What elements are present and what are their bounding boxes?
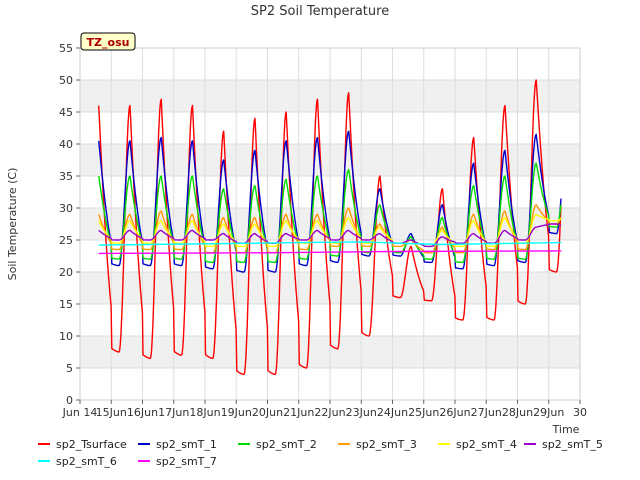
x-tick-label: 24Jun [377,406,408,419]
legend-label: sp2_smT_5 [542,437,603,451]
legend-swatch [38,443,50,445]
x-tick-label: 16Jun [127,406,158,419]
y-tick-label: 35 [59,170,73,183]
legend-swatch [138,443,150,445]
x-tick-label: 30 [573,406,587,419]
x-tick-label: 27Jun [471,406,502,419]
x-tick-label: 28Jun [502,406,533,419]
legend-item-sp2_smT_6: sp2_smT_6 [38,453,117,469]
legend-item-sp2_smT_2: sp2_smT_2 [238,436,317,452]
legend-item-sp2_smT_1: sp2_smT_1 [138,436,217,452]
legend-label: sp2_smT_6 [56,454,117,468]
legend-label: sp2_smT_3 [356,437,417,451]
legend-label: sp2_smT_4 [456,437,517,451]
x-tick-label: Jun 14 [62,406,98,419]
annotation-label: TZ_osu [87,36,130,49]
legend-label: sp2_smT_2 [256,437,317,451]
series-line-sp2_smT_7 [98,250,562,255]
x-tick-label: 25Jun [408,406,439,419]
legend-label: sp2_smT_1 [156,437,217,451]
y-tick-label: 25 [59,234,73,247]
y-tick-label: 55 [59,42,73,55]
y-tick-label: 0 [66,394,73,407]
y-tick-label: 40 [59,138,73,151]
x-axis-label: Time [552,423,580,436]
legend-swatch [38,460,50,462]
y-tick-label: 15 [59,298,73,311]
legend-item-sp2_smT_4: sp2_smT_4 [438,436,517,452]
x-tick-label: 17Jun [158,406,189,419]
x-tick-label: 26Jun [439,406,470,419]
legend: sp2_Tsurface sp2_smT_1 sp2_smT_2 sp2_smT_3 s… [0,432,640,476]
legend-swatch [524,443,536,445]
series-line-sp2_Tsurface [98,79,562,376]
y-tick-label: 30 [59,202,73,215]
y-tick-label: 20 [59,266,73,279]
x-tick-label: 15Jun [96,406,127,419]
legend-swatch [138,460,150,462]
y-tick-label: 45 [59,106,73,119]
y-axis-ticks: 0 5 10 15 20 25 30 35 40 45 50 55 [59,42,80,407]
x-tick-label: 22Jun [314,406,345,419]
y-tick-label: 5 [66,362,73,375]
legend-item-sp2_smT_7: sp2_smT_7 [138,453,217,469]
y-tick-label: 10 [59,330,73,343]
legend-label: sp2_smT_7 [156,454,217,468]
legend-swatch [438,443,450,445]
x-tick-label: 19Jun [221,406,252,419]
x-tick-label: 29Jun [533,406,564,419]
legend-item-sp2_smT_3: sp2_smT_3 [338,436,417,452]
y-tick-label: 50 [59,74,73,87]
y-axis-label: Soil Temperature (C) [6,168,19,281]
chart-title: SP2 Soil Temperature [251,4,389,19]
legend-item-sp2_smT_5: sp2_smT_5 [524,436,603,452]
x-tick-label: 20Jun [252,406,283,419]
legend-label: sp2_Tsurface [56,437,127,451]
series-line-sp2_smT_5 [98,223,562,248]
legend-swatch [338,443,350,445]
x-tick-label: 21Jun [283,406,314,419]
x-tick-label: 18Jun [189,406,220,419]
series-line-sp2_smT_6 [98,241,562,246]
legend-item-sp2_Tsurface: sp2_Tsurface [38,436,127,452]
annotation-box: TZ_osu [80,32,136,51]
x-tick-label: 23Jun [346,406,377,419]
series-group [98,79,562,376]
legend-swatch [238,443,250,445]
